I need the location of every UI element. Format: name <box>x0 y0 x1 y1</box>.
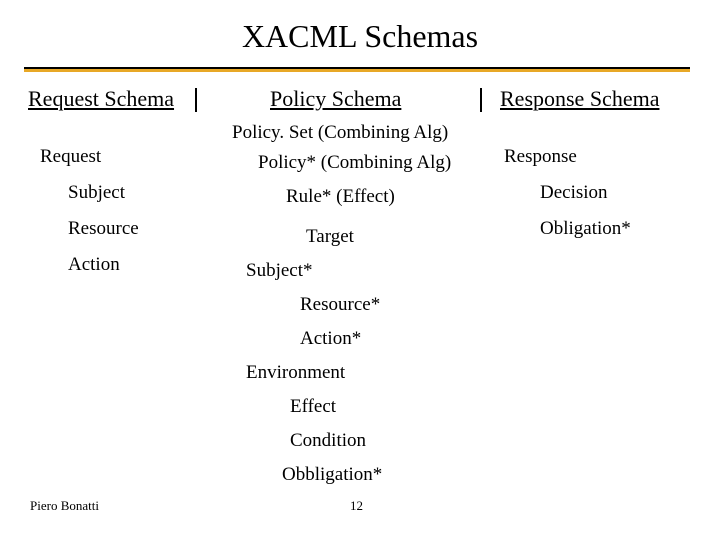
resource-star-item: Resource* <box>300 294 380 316</box>
footer-page-number: 12 <box>350 498 363 514</box>
action-star-item: Action* <box>300 328 361 350</box>
policy-schema-header: Policy Schema <box>270 86 401 112</box>
policyset-item: Policy. Set (Combining Alg) <box>232 122 448 144</box>
footer-author: Piero Bonatti <box>30 498 99 514</box>
resp-obligation-item: Obligation* <box>540 218 631 240</box>
request-schema-header: Request Schema <box>28 86 174 112</box>
response-item: Response <box>504 146 577 168</box>
rule-item: Rule* (Effect) <box>286 186 395 208</box>
obligation-star-item: Obbligation* <box>282 464 382 486</box>
page-title: XACML Schemas <box>0 0 720 67</box>
action-item: Action <box>68 254 120 276</box>
response-schema-header: Response Schema <box>500 86 659 112</box>
policy-item: Policy* (Combining Alg) <box>258 152 451 174</box>
condition-item: Condition <box>290 430 366 452</box>
decision-item: Decision <box>540 182 608 204</box>
request-item: Request <box>40 146 101 168</box>
target-item: Target <box>306 226 354 248</box>
resource-item: Resource <box>68 218 139 240</box>
environment-item: Environment <box>246 362 345 384</box>
title-divider <box>24 67 690 72</box>
subject-star-item: Subject* <box>246 260 313 282</box>
separator-1 <box>195 88 197 112</box>
effect-item: Effect <box>290 396 336 418</box>
subject-item: Subject <box>68 182 125 204</box>
separator-2 <box>480 88 482 112</box>
